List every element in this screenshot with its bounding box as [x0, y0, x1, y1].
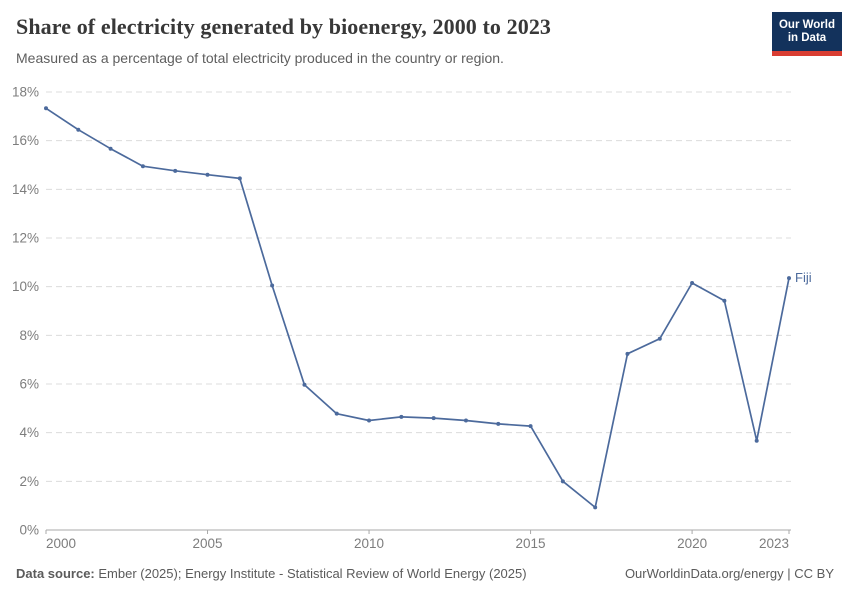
- chart-header: Share of electricity generated by bioene…: [16, 14, 756, 66]
- owid-logo-accent-bar: [772, 51, 842, 56]
- series-line-fiji[interactable]: [45, 107, 790, 509]
- data-point-fiji-2003[interactable]: [140, 164, 145, 169]
- data-point-fiji-2002[interactable]: [108, 146, 113, 151]
- data-point-fiji-2000[interactable]: [44, 106, 48, 111]
- data-point-fiji-2022[interactable]: [754, 438, 759, 443]
- owid-logo-line2: in Data: [787, 31, 827, 44]
- y-tick-label-0: 0%: [19, 523, 39, 538]
- data-point-fiji-2019[interactable]: [657, 336, 662, 341]
- data-point-fiji-2021[interactable]: [722, 298, 727, 303]
- attribution-link[interactable]: OurWorldinData.org/energy | CC BY: [624, 566, 834, 581]
- x-tick-label-2010: 2010: [354, 536, 384, 551]
- data-point-fiji-2012[interactable]: [431, 416, 436, 421]
- owid-logo-line1: Our World: [778, 18, 835, 31]
- y-tick-label-18: 18%: [12, 85, 39, 100]
- data-point-fiji-2017[interactable]: [593, 505, 598, 510]
- y-tick-label-8: 8%: [19, 328, 39, 343]
- data-point-fiji-2023[interactable]: [787, 276, 791, 281]
- series-end-label[interactable]: Fiji: [795, 270, 812, 285]
- data-source-label: Data source:: [16, 566, 95, 581]
- chart-subtitle: Measured as a percentage of total electr…: [16, 50, 504, 66]
- y-tick-label-16: 16%: [12, 133, 39, 148]
- data-point-fiji-2016[interactable]: [560, 479, 565, 484]
- data-point-fiji-2010[interactable]: [367, 418, 372, 423]
- y-tick-label-14: 14%: [12, 182, 39, 197]
- data-point-fiji-2004[interactable]: [173, 168, 178, 173]
- data-point-fiji-2009[interactable]: [334, 411, 339, 416]
- y-tick-label-4: 4%: [19, 425, 39, 440]
- page-title: Share of electricity generated by bioene…: [16, 14, 552, 39]
- data-point-fiji-2006[interactable]: [237, 176, 242, 181]
- data-point-fiji-2001[interactable]: [76, 127, 81, 132]
- data-source-text: Ember (2025); Energy Institute - Statist…: [94, 566, 527, 581]
- data-point-fiji-2018[interactable]: [625, 351, 630, 356]
- x-tick-label-2000: 2000: [46, 536, 76, 551]
- x-tick-label-2005: 2005: [192, 536, 222, 551]
- y-tick-label-12: 12%: [12, 231, 39, 246]
- data-point-fiji-2015[interactable]: [528, 424, 533, 429]
- y-tick-label-6: 6%: [19, 377, 39, 392]
- data-point-fiji-2005[interactable]: [205, 172, 210, 177]
- data-point-fiji-2013[interactable]: [463, 418, 468, 423]
- data-point-fiji-2011[interactable]: [399, 414, 404, 419]
- x-tick-label-2015: 2015: [516, 536, 546, 551]
- data-point-fiji-2014[interactable]: [496, 421, 501, 426]
- data-point-fiji-2008[interactable]: [302, 382, 307, 387]
- chart-footer: Data source: Ember (2025); Energy Instit…: [16, 566, 834, 581]
- x-tick-label-2020: 2020: [677, 536, 707, 551]
- data-point-fiji-2020[interactable]: [690, 281, 695, 286]
- owid-logo[interactable]: Our World in Data: [772, 12, 842, 56]
- data-point-fiji-2007[interactable]: [270, 283, 275, 288]
- y-tick-label-10: 10%: [12, 279, 39, 294]
- x-tick-label-2023: 2023: [759, 536, 789, 551]
- y-tick-label-2: 2%: [19, 474, 39, 489]
- data-source-note: Data source: Ember (2025); Energy Instit…: [16, 566, 527, 581]
